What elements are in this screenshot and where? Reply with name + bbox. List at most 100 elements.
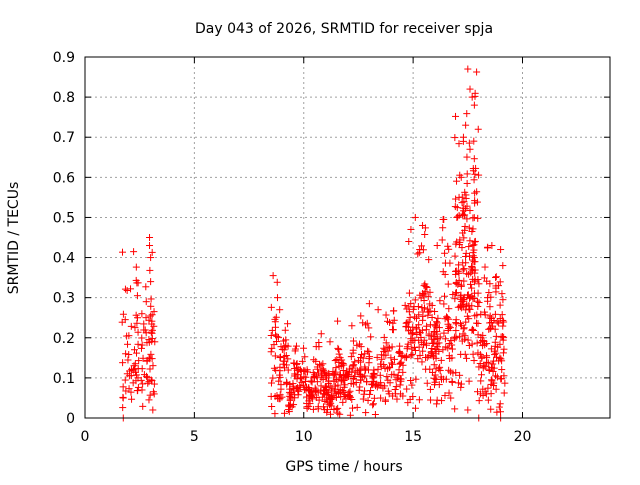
data-point (138, 341, 146, 349)
data-point (481, 363, 489, 371)
data-point (469, 267, 477, 275)
data-point (484, 384, 492, 392)
data-point (455, 193, 463, 201)
data-point (142, 298, 150, 306)
data-point (322, 385, 330, 393)
data-point (348, 322, 356, 330)
data-point (447, 337, 455, 345)
data-point (133, 349, 141, 357)
data-point (133, 292, 141, 300)
data-point (297, 366, 305, 374)
data-point (468, 292, 476, 300)
data-point (466, 237, 474, 245)
data-point (388, 371, 396, 379)
data-point (127, 285, 135, 293)
data-point (364, 347, 372, 355)
data-point (361, 387, 369, 395)
data-point (439, 268, 447, 276)
data-point (421, 280, 429, 288)
data-point (397, 358, 405, 366)
data-point (463, 215, 471, 223)
data-point (271, 410, 279, 418)
data-point (423, 379, 431, 387)
data-point (490, 357, 498, 365)
data-point (484, 243, 492, 251)
data-point (149, 362, 157, 370)
data-point (410, 343, 418, 351)
data-point (491, 338, 499, 346)
data-point (492, 273, 500, 281)
data-point (445, 340, 453, 348)
data-point (328, 384, 336, 392)
data-point (146, 391, 154, 399)
data-point (469, 242, 477, 250)
data-point (276, 306, 284, 314)
data-point (481, 263, 489, 271)
data-point (280, 353, 288, 361)
data-point (267, 303, 275, 311)
data-point (460, 277, 468, 285)
data-point (480, 361, 488, 369)
data-point (148, 248, 156, 256)
data-point (271, 352, 279, 360)
data-point (433, 242, 441, 250)
data-point (383, 317, 391, 325)
data-point (323, 408, 331, 416)
plot-frame (84, 56, 611, 419)
data-point (294, 384, 302, 392)
data-point (403, 385, 411, 393)
data-point (121, 316, 129, 324)
data-point (431, 308, 439, 316)
data-point (347, 379, 355, 387)
data-point (314, 403, 322, 411)
data-point (414, 303, 422, 311)
data-point (376, 371, 384, 379)
data-point (292, 342, 300, 350)
data-point (145, 336, 153, 344)
data-point (465, 377, 473, 385)
data-point (436, 297, 444, 305)
data-point (147, 254, 155, 262)
data-point (418, 242, 426, 250)
data-point (470, 241, 478, 249)
data-point (396, 381, 404, 389)
data-point (445, 315, 453, 323)
data-point (274, 294, 281, 302)
data-point (290, 359, 298, 367)
data-point (367, 387, 375, 395)
data-point (485, 365, 493, 373)
data-point (283, 361, 291, 369)
data-point (496, 278, 504, 286)
data-point (273, 278, 281, 286)
data-point (135, 357, 143, 365)
data-point (317, 361, 325, 369)
data-point (380, 361, 388, 369)
data-point (451, 295, 459, 303)
data-point (346, 392, 354, 400)
data-point (286, 385, 294, 393)
data-point (426, 300, 434, 308)
data-point (408, 330, 416, 338)
data-point (336, 354, 344, 362)
data-point (452, 195, 460, 203)
data-point (486, 303, 494, 311)
data-point (357, 350, 365, 358)
data-point (350, 361, 358, 369)
data-point (119, 404, 127, 412)
data-point (362, 409, 370, 417)
data-point (384, 376, 392, 384)
data-point (294, 391, 302, 399)
data-point (464, 65, 472, 73)
data-point (276, 367, 284, 375)
data-point (402, 323, 410, 331)
data-point (469, 275, 477, 283)
y-tick-label: 0.2 (53, 331, 75, 347)
data-point (491, 310, 499, 318)
data-point (484, 294, 491, 302)
data-point (473, 68, 481, 76)
data-point (444, 280, 452, 288)
data-point (459, 133, 467, 141)
data-point (473, 339, 481, 347)
data-point (473, 311, 481, 319)
